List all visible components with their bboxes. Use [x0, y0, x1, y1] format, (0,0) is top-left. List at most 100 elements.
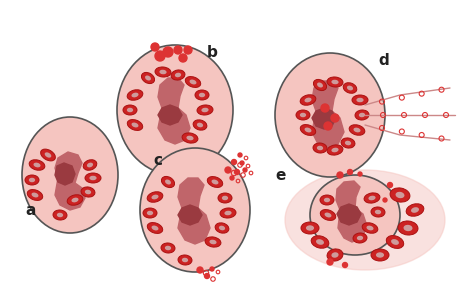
- Ellipse shape: [275, 53, 385, 177]
- Ellipse shape: [220, 208, 236, 218]
- Text: e: e: [275, 168, 285, 183]
- Ellipse shape: [347, 86, 353, 90]
- Ellipse shape: [22, 117, 118, 233]
- Ellipse shape: [325, 213, 331, 217]
- Circle shape: [243, 168, 247, 172]
- Ellipse shape: [197, 123, 203, 127]
- Ellipse shape: [199, 93, 205, 97]
- Ellipse shape: [306, 225, 314, 231]
- Ellipse shape: [161, 243, 175, 253]
- Ellipse shape: [215, 223, 229, 233]
- Ellipse shape: [143, 208, 157, 218]
- Ellipse shape: [403, 225, 412, 231]
- Ellipse shape: [371, 249, 389, 261]
- Ellipse shape: [45, 152, 51, 158]
- Ellipse shape: [375, 210, 381, 214]
- Circle shape: [197, 267, 203, 273]
- Ellipse shape: [205, 237, 221, 247]
- Ellipse shape: [182, 258, 188, 262]
- Ellipse shape: [349, 125, 365, 135]
- Ellipse shape: [352, 95, 368, 105]
- Polygon shape: [312, 81, 344, 148]
- Polygon shape: [336, 181, 367, 242]
- Ellipse shape: [327, 77, 343, 87]
- Text: c: c: [153, 153, 162, 168]
- Text: d: d: [378, 53, 389, 68]
- Ellipse shape: [85, 173, 101, 183]
- Ellipse shape: [301, 222, 319, 234]
- Ellipse shape: [155, 67, 171, 77]
- Circle shape: [184, 46, 192, 54]
- Ellipse shape: [175, 73, 181, 77]
- Circle shape: [210, 267, 214, 271]
- Circle shape: [179, 54, 187, 62]
- Polygon shape: [178, 205, 202, 225]
- Ellipse shape: [353, 233, 367, 243]
- Ellipse shape: [341, 138, 355, 148]
- Ellipse shape: [29, 178, 35, 182]
- Circle shape: [331, 114, 339, 122]
- Circle shape: [174, 46, 182, 54]
- Ellipse shape: [406, 204, 424, 216]
- Circle shape: [358, 172, 362, 176]
- Ellipse shape: [219, 226, 225, 230]
- Ellipse shape: [165, 179, 171, 185]
- Ellipse shape: [356, 98, 364, 102]
- Ellipse shape: [376, 252, 384, 258]
- Circle shape: [388, 183, 392, 187]
- Ellipse shape: [301, 125, 316, 135]
- Ellipse shape: [27, 190, 43, 200]
- Circle shape: [238, 153, 242, 157]
- Ellipse shape: [354, 128, 361, 132]
- Ellipse shape: [304, 98, 311, 102]
- Polygon shape: [178, 178, 210, 244]
- Ellipse shape: [224, 211, 232, 215]
- Polygon shape: [337, 204, 361, 225]
- Ellipse shape: [190, 79, 196, 84]
- Ellipse shape: [327, 249, 343, 261]
- Ellipse shape: [296, 110, 310, 120]
- Ellipse shape: [159, 70, 166, 74]
- Ellipse shape: [195, 90, 209, 100]
- Ellipse shape: [41, 149, 55, 161]
- Ellipse shape: [83, 160, 97, 170]
- Ellipse shape: [331, 252, 338, 258]
- Ellipse shape: [34, 163, 40, 167]
- Ellipse shape: [211, 179, 219, 184]
- Ellipse shape: [186, 136, 193, 140]
- Polygon shape: [55, 152, 85, 210]
- Ellipse shape: [398, 221, 418, 235]
- Ellipse shape: [201, 108, 209, 112]
- Ellipse shape: [355, 110, 369, 120]
- Ellipse shape: [331, 148, 338, 152]
- Ellipse shape: [140, 148, 250, 272]
- Ellipse shape: [85, 190, 91, 194]
- Circle shape: [337, 172, 343, 178]
- Ellipse shape: [366, 226, 374, 230]
- Ellipse shape: [364, 193, 380, 203]
- Text: b: b: [207, 45, 218, 60]
- Ellipse shape: [152, 226, 158, 230]
- Ellipse shape: [127, 108, 133, 112]
- Ellipse shape: [165, 246, 171, 250]
- Ellipse shape: [285, 170, 445, 270]
- Circle shape: [347, 170, 353, 175]
- Ellipse shape: [391, 239, 399, 245]
- Ellipse shape: [311, 236, 329, 248]
- Ellipse shape: [207, 177, 223, 187]
- Ellipse shape: [29, 160, 45, 170]
- Ellipse shape: [300, 113, 306, 117]
- Ellipse shape: [25, 175, 39, 185]
- Ellipse shape: [310, 175, 400, 255]
- Ellipse shape: [145, 75, 151, 81]
- Circle shape: [225, 167, 231, 173]
- Ellipse shape: [178, 255, 192, 265]
- Ellipse shape: [300, 95, 316, 105]
- Ellipse shape: [152, 195, 158, 199]
- Circle shape: [324, 122, 332, 130]
- Circle shape: [231, 160, 237, 164]
- Ellipse shape: [197, 105, 213, 115]
- Ellipse shape: [123, 105, 137, 115]
- Ellipse shape: [32, 193, 38, 198]
- Ellipse shape: [313, 143, 327, 153]
